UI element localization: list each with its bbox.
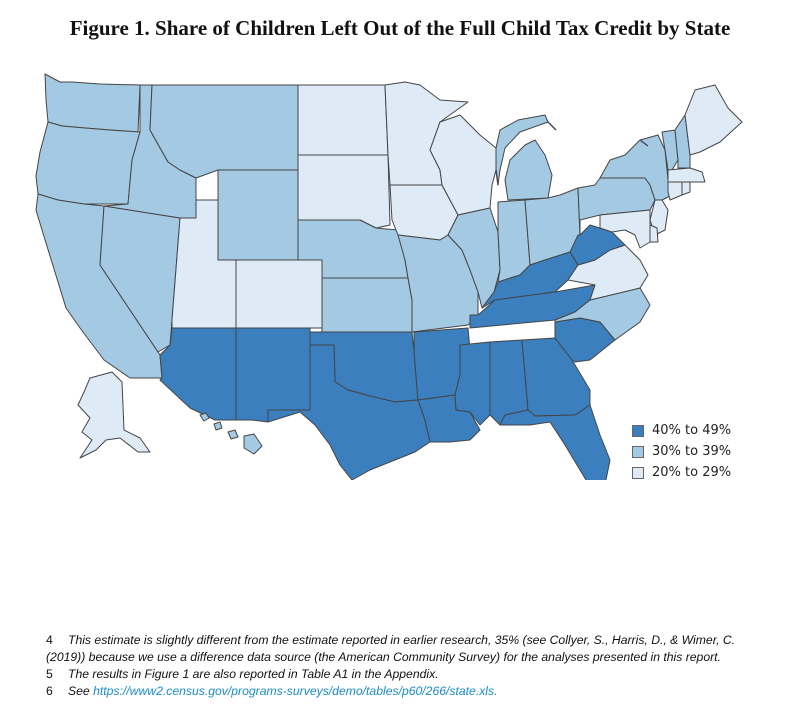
coast-accent xyxy=(547,121,557,131)
state-wy xyxy=(217,169,299,261)
state-ri xyxy=(681,181,691,196)
state-hi xyxy=(199,412,263,455)
coast-accent xyxy=(639,139,649,147)
footnote-number: 4 xyxy=(46,633,53,647)
legend-swatch xyxy=(632,424,644,437)
legend-swatch xyxy=(632,466,644,479)
legend-item-low: 20% to 29% xyxy=(632,462,731,483)
state-nm xyxy=(235,327,311,423)
state-md xyxy=(599,209,651,249)
state-ca xyxy=(35,193,163,379)
footnote: 5 The results in Figure 1 are also report… xyxy=(46,666,766,683)
legend-label: 20% to 29% xyxy=(652,465,732,480)
state-wa xyxy=(44,73,141,133)
state-nd xyxy=(297,84,389,156)
state-mt xyxy=(149,84,299,179)
legend-item-mid: 30% to 39% xyxy=(632,441,731,462)
state-ct xyxy=(667,181,683,201)
footnote: 4 This estimate is slightly different fro… xyxy=(46,632,766,666)
state-ut xyxy=(171,199,237,329)
footnote-number: 5 xyxy=(46,667,53,681)
footnotes: 4 This estimate is slightly different fro… xyxy=(46,632,766,700)
us-states-map xyxy=(35,73,743,480)
state-wv xyxy=(569,224,626,266)
footnote-text: The results in Figure 1 are also reporte… xyxy=(68,667,439,681)
figure-title: Figure 1. Share of Children Left Out of … xyxy=(69,16,731,40)
state-or xyxy=(35,121,141,205)
map-legend: 40% to 49% 30% to 39% 20% to 29% xyxy=(632,420,731,483)
state-ma xyxy=(667,167,706,183)
state-sd xyxy=(297,154,391,229)
coast-accent xyxy=(495,169,499,186)
footnote-text: This estimate is slightly different from… xyxy=(46,633,736,664)
state-me xyxy=(684,84,743,156)
legend-label: 30% to 39% xyxy=(652,444,732,459)
state-co xyxy=(235,259,323,329)
state-ak xyxy=(77,371,151,459)
state-nc xyxy=(554,287,651,341)
state-fl xyxy=(499,404,611,480)
state-ks xyxy=(321,277,413,333)
state-tx xyxy=(267,344,431,480)
footnote: 6 See https://www2.census.gov/programs-su… xyxy=(46,683,766,700)
footnote-number: 6 xyxy=(46,684,53,698)
state-az xyxy=(159,327,237,421)
legend-label: 40% to 49% xyxy=(652,423,732,438)
legend-item-high: 40% to 49% xyxy=(632,420,731,441)
census-link[interactable]: https://www2.census.gov/programs-surveys… xyxy=(93,684,498,698)
state-de xyxy=(649,224,659,243)
state-mi xyxy=(495,114,553,201)
legend-swatch xyxy=(632,445,644,458)
footnote-text: See xyxy=(68,684,94,698)
